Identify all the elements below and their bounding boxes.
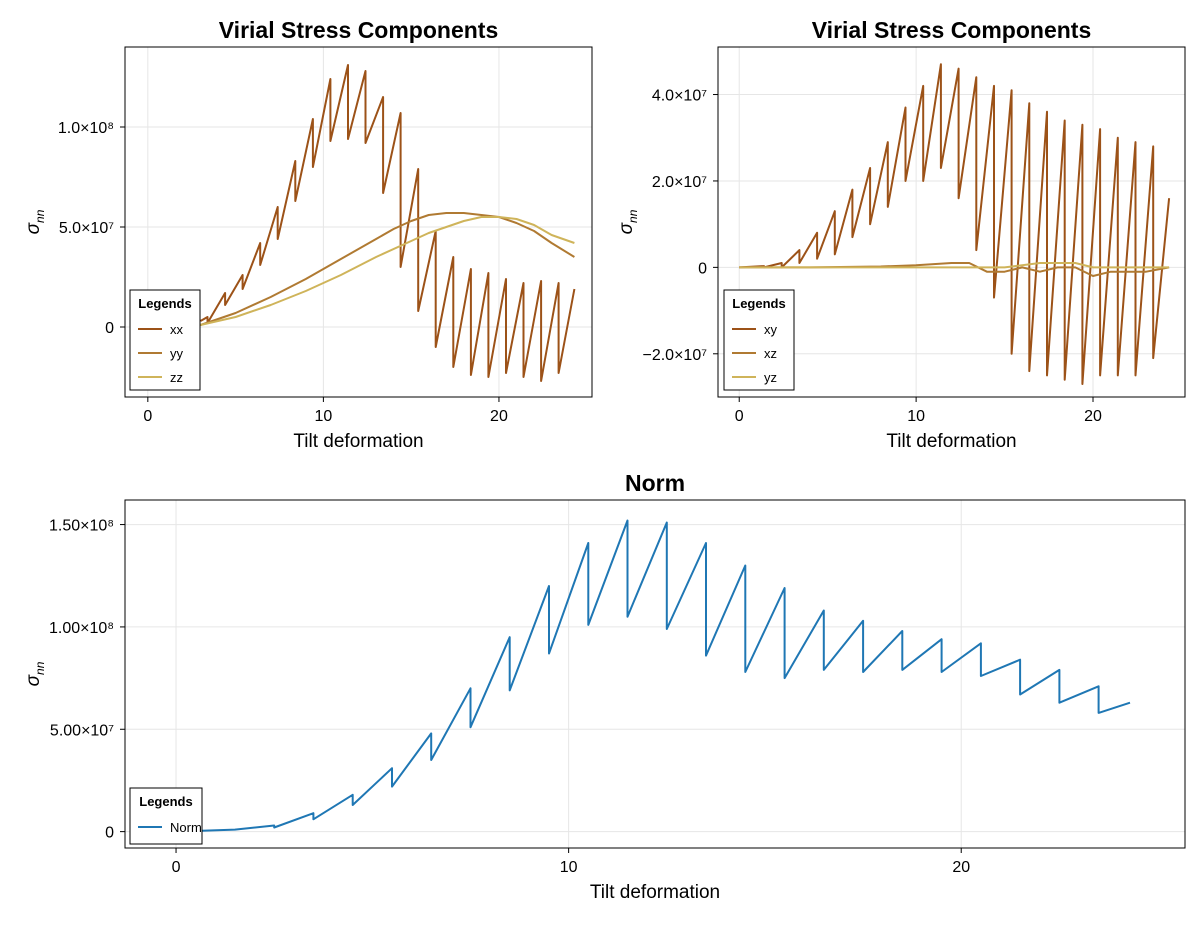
legend-label-zz: zz xyxy=(170,370,183,385)
y-tick-label: 1.50×10⁸ xyxy=(49,518,114,535)
series-line-xx xyxy=(200,64,576,382)
y-tick-label: 1.00×10⁸ xyxy=(49,620,114,637)
y-tick-label: 1.0×10⁸ xyxy=(58,120,114,137)
legend-label-Norm: Norm xyxy=(170,820,202,835)
chart-tl: 0 10 20 0 5.0×10⁷ 1.0×10⁸ Virial Stress Compon… xyxy=(23,17,593,452)
plot-frame xyxy=(717,46,1186,398)
legend-label-xx: xx xyxy=(170,322,184,337)
y-axis-label-symbol: σ xyxy=(23,673,44,686)
x-tick-label: 10 xyxy=(907,408,925,425)
y-axis-label-symbol: σ xyxy=(23,221,44,234)
chart-bottom: 0 10 20 0 5.00×10⁷ 1.00×10⁸ 1.50×10⁸ Norm Tilt d… xyxy=(23,470,1186,903)
y-axis-label: σnn xyxy=(23,661,47,686)
x-tick-label: 0 xyxy=(172,859,181,876)
legend-label-yy: yy xyxy=(170,346,184,361)
plot-frame xyxy=(124,46,593,398)
x-tick-label: 10 xyxy=(560,859,578,876)
y-tick-label: 0 xyxy=(105,825,114,842)
legend-label-yz: yz xyxy=(764,370,777,385)
series-line-yy xyxy=(200,212,575,326)
y-tick-label: 2.0×10⁷ xyxy=(652,174,707,191)
y-axis-label-subscript: nn xyxy=(626,209,640,223)
y-tick-label: −2.0×10⁷ xyxy=(642,347,707,364)
legend-title: Legends xyxy=(138,296,191,311)
legend: Legends Norm xyxy=(129,787,203,845)
x-axis-label: Tilt deformation xyxy=(886,431,1016,452)
y-tick-label: 5.00×10⁷ xyxy=(50,722,114,739)
y-tick-label: 0 xyxy=(105,320,114,337)
y-axis-label: σnn xyxy=(616,209,640,234)
legend-label-xz: xz xyxy=(764,346,777,361)
y-tick-label: 4.0×10⁷ xyxy=(652,88,707,105)
legend-box xyxy=(129,289,201,391)
chart-title: Virial Stress Components xyxy=(812,17,1092,43)
legend-label-xy: xy xyxy=(764,322,778,337)
plot-frame xyxy=(124,499,1186,849)
legend-title: Legends xyxy=(732,296,785,311)
chart-tr: 0 10 20 −2.0×10⁷ 0 2.0×10⁷ 4.0×10⁷ Virial Stres… xyxy=(616,17,1186,452)
y-axis-label: σnn xyxy=(23,209,47,234)
x-tick-label: 20 xyxy=(952,859,970,876)
y-tick-label: 0 xyxy=(698,260,707,277)
x-tick-label: 0 xyxy=(143,408,152,425)
series-line-Norm xyxy=(175,519,1131,833)
x-tick-label: 20 xyxy=(490,408,508,425)
chart-title: Virial Stress Components xyxy=(219,17,499,43)
chart-title: Norm xyxy=(625,470,685,496)
x-axis-label: Tilt deformation xyxy=(590,882,720,903)
x-axis-label: Tilt deformation xyxy=(293,431,423,452)
y-axis-label-subscript: nn xyxy=(33,209,47,223)
x-tick-label: 0 xyxy=(735,408,744,425)
series-line-xz xyxy=(739,262,1170,277)
legend-title: Legends xyxy=(139,794,192,809)
legend: Legends xx yy zz xyxy=(129,289,201,391)
y-axis-label-symbol: σ xyxy=(616,221,637,234)
y-axis-label-subscript: nn xyxy=(33,661,47,675)
series-line-yz xyxy=(739,262,1170,269)
legend-box xyxy=(723,289,795,391)
legend-box xyxy=(129,787,203,845)
x-tick-label: 20 xyxy=(1084,408,1102,425)
series-line-zz xyxy=(200,216,575,326)
y-tick-label: 5.0×10⁷ xyxy=(59,220,114,237)
legend: Legends xy xz yz xyxy=(723,289,795,391)
series-line-xy xyxy=(739,63,1171,385)
x-tick-label: 10 xyxy=(314,408,332,425)
